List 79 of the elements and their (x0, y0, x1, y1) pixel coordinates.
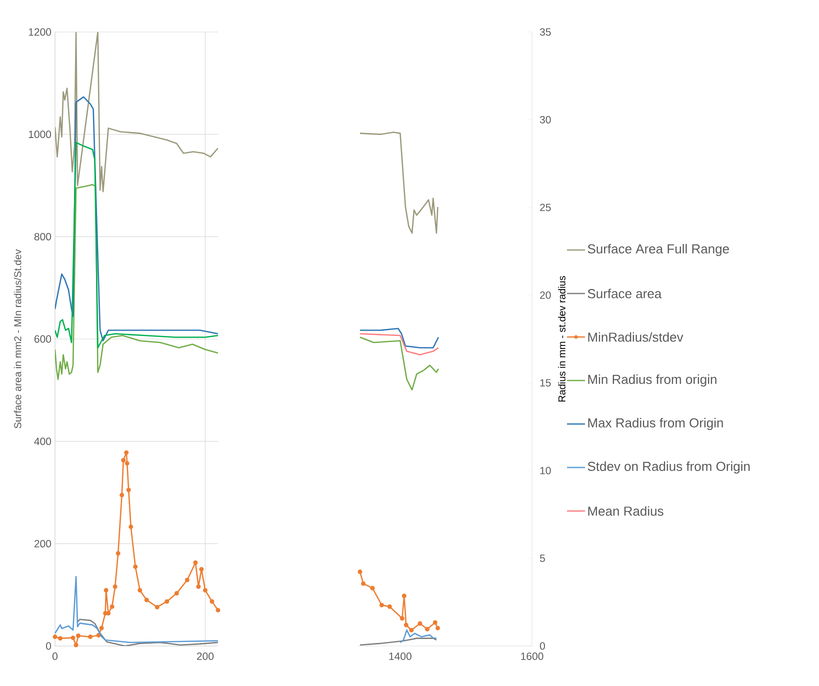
point (74, 642, 78, 648)
y-tick-label: 0 (46, 642, 52, 650)
point (379, 602, 384, 608)
legend-label: Stdev on Radius from Origin (588, 461, 750, 474)
line-series (359, 328, 440, 348)
point (76, 634, 81, 638)
legend-label: MinRadius/stdev (588, 332, 684, 342)
x-tick-label: 0 (52, 652, 58, 660)
legend-label: Min Radius from origin (588, 374, 716, 387)
y-tick-label: 15 (540, 379, 551, 387)
point (96, 633, 101, 638)
point (210, 599, 214, 604)
point (358, 570, 362, 574)
y-tick-label: 25 (540, 204, 551, 212)
point (138, 588, 142, 592)
point (116, 551, 120, 556)
point (418, 621, 422, 626)
point (128, 524, 134, 530)
point (112, 584, 118, 589)
point (199, 567, 204, 572)
point (436, 626, 440, 630)
point (193, 560, 198, 565)
point (121, 458, 126, 463)
point (104, 588, 108, 592)
point (88, 634, 93, 640)
point (216, 608, 220, 612)
y-tick-label: 1200 (28, 28, 52, 36)
point (184, 578, 190, 582)
y-tick-label: 10 (540, 466, 551, 474)
y-tick-label: 600 (34, 335, 52, 343)
line-series (359, 333, 440, 356)
point (424, 626, 430, 632)
legend-label: Mean Radius (588, 506, 664, 516)
y-tick-label: 800 (34, 232, 52, 240)
point (106, 611, 111, 616)
point (124, 450, 129, 455)
point (400, 616, 404, 621)
point (144, 598, 149, 602)
point (70, 636, 76, 640)
legend-label: Surface area (588, 288, 662, 298)
point (164, 599, 170, 604)
point (409, 628, 414, 632)
point (110, 604, 114, 609)
point (387, 604, 392, 609)
point (124, 461, 130, 466)
line-series (400, 629, 438, 644)
x-tick-label: 200 (197, 652, 214, 660)
x-tick-label: 1400 (389, 652, 412, 660)
y-tick-label: 5 (540, 554, 545, 562)
point (432, 620, 438, 625)
y-tick-label: 30 (540, 116, 551, 124)
y-tick-label: 0 (540, 642, 545, 650)
point (120, 492, 124, 498)
point (174, 591, 179, 596)
point (52, 634, 58, 640)
point (58, 636, 63, 641)
y-tick-label: 200 (34, 540, 52, 548)
y-axis-title: Surface area in mm2 - MIn radius/St.dev (14, 249, 22, 428)
line-series (359, 336, 440, 391)
point (402, 594, 406, 598)
point (154, 604, 160, 610)
line-series (55, 32, 218, 192)
point (126, 488, 131, 492)
point (99, 626, 104, 630)
y-tick-label: 35 (540, 28, 551, 36)
y-tick-label: 400 (34, 438, 52, 446)
y-axis-title: Radius in mm - st.dev radius (558, 276, 566, 402)
point (370, 586, 375, 590)
x-tick-label: 1600 (521, 652, 544, 660)
y-tick-label: 20 (540, 291, 551, 299)
point (361, 581, 366, 586)
point (404, 622, 408, 628)
point (202, 588, 208, 592)
legend-label: Surface Area Full Range (588, 244, 729, 256)
y-tick-label: 1000 (28, 130, 52, 138)
line-series (76, 618, 218, 646)
legend-label: Max Radius from Origin (588, 418, 723, 430)
point (196, 584, 201, 589)
point (133, 564, 138, 569)
